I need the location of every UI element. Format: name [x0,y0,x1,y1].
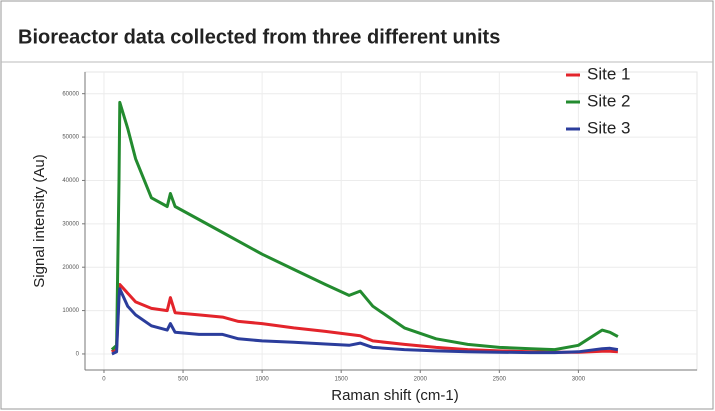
series-line [110,100,619,352]
y-tick-label: 30000 [62,221,79,227]
x-tick-label: 500 [178,377,189,383]
x-tick-label: 1000 [255,377,269,383]
y-tick-label: 40000 [62,178,79,184]
x-axis-label: Raman shift (cm-1) [331,387,459,404]
x-tick-label: 1500 [335,377,349,383]
x-tick-label: 3000 [572,377,586,383]
chart-title: Bioreactor data collected from three dif… [18,26,500,48]
series-line [111,287,619,356]
y-tick-label: 0 [76,352,80,358]
y-tick-label: 50000 [62,135,79,141]
y-tick-label: 10000 [62,308,79,314]
legend-label: Site 1 [587,64,630,83]
x-tick-label: 2000 [414,377,428,383]
x-tick-label: 0 [102,377,106,383]
y-axis-label: Signal intensity (Au) [31,154,48,287]
legend-label: Site 3 [587,118,630,137]
legend-label: Site 2 [587,91,630,110]
y-tick-label: 60000 [62,91,79,97]
y-tick-label: 20000 [62,265,79,271]
x-tick-label: 2500 [493,377,507,383]
